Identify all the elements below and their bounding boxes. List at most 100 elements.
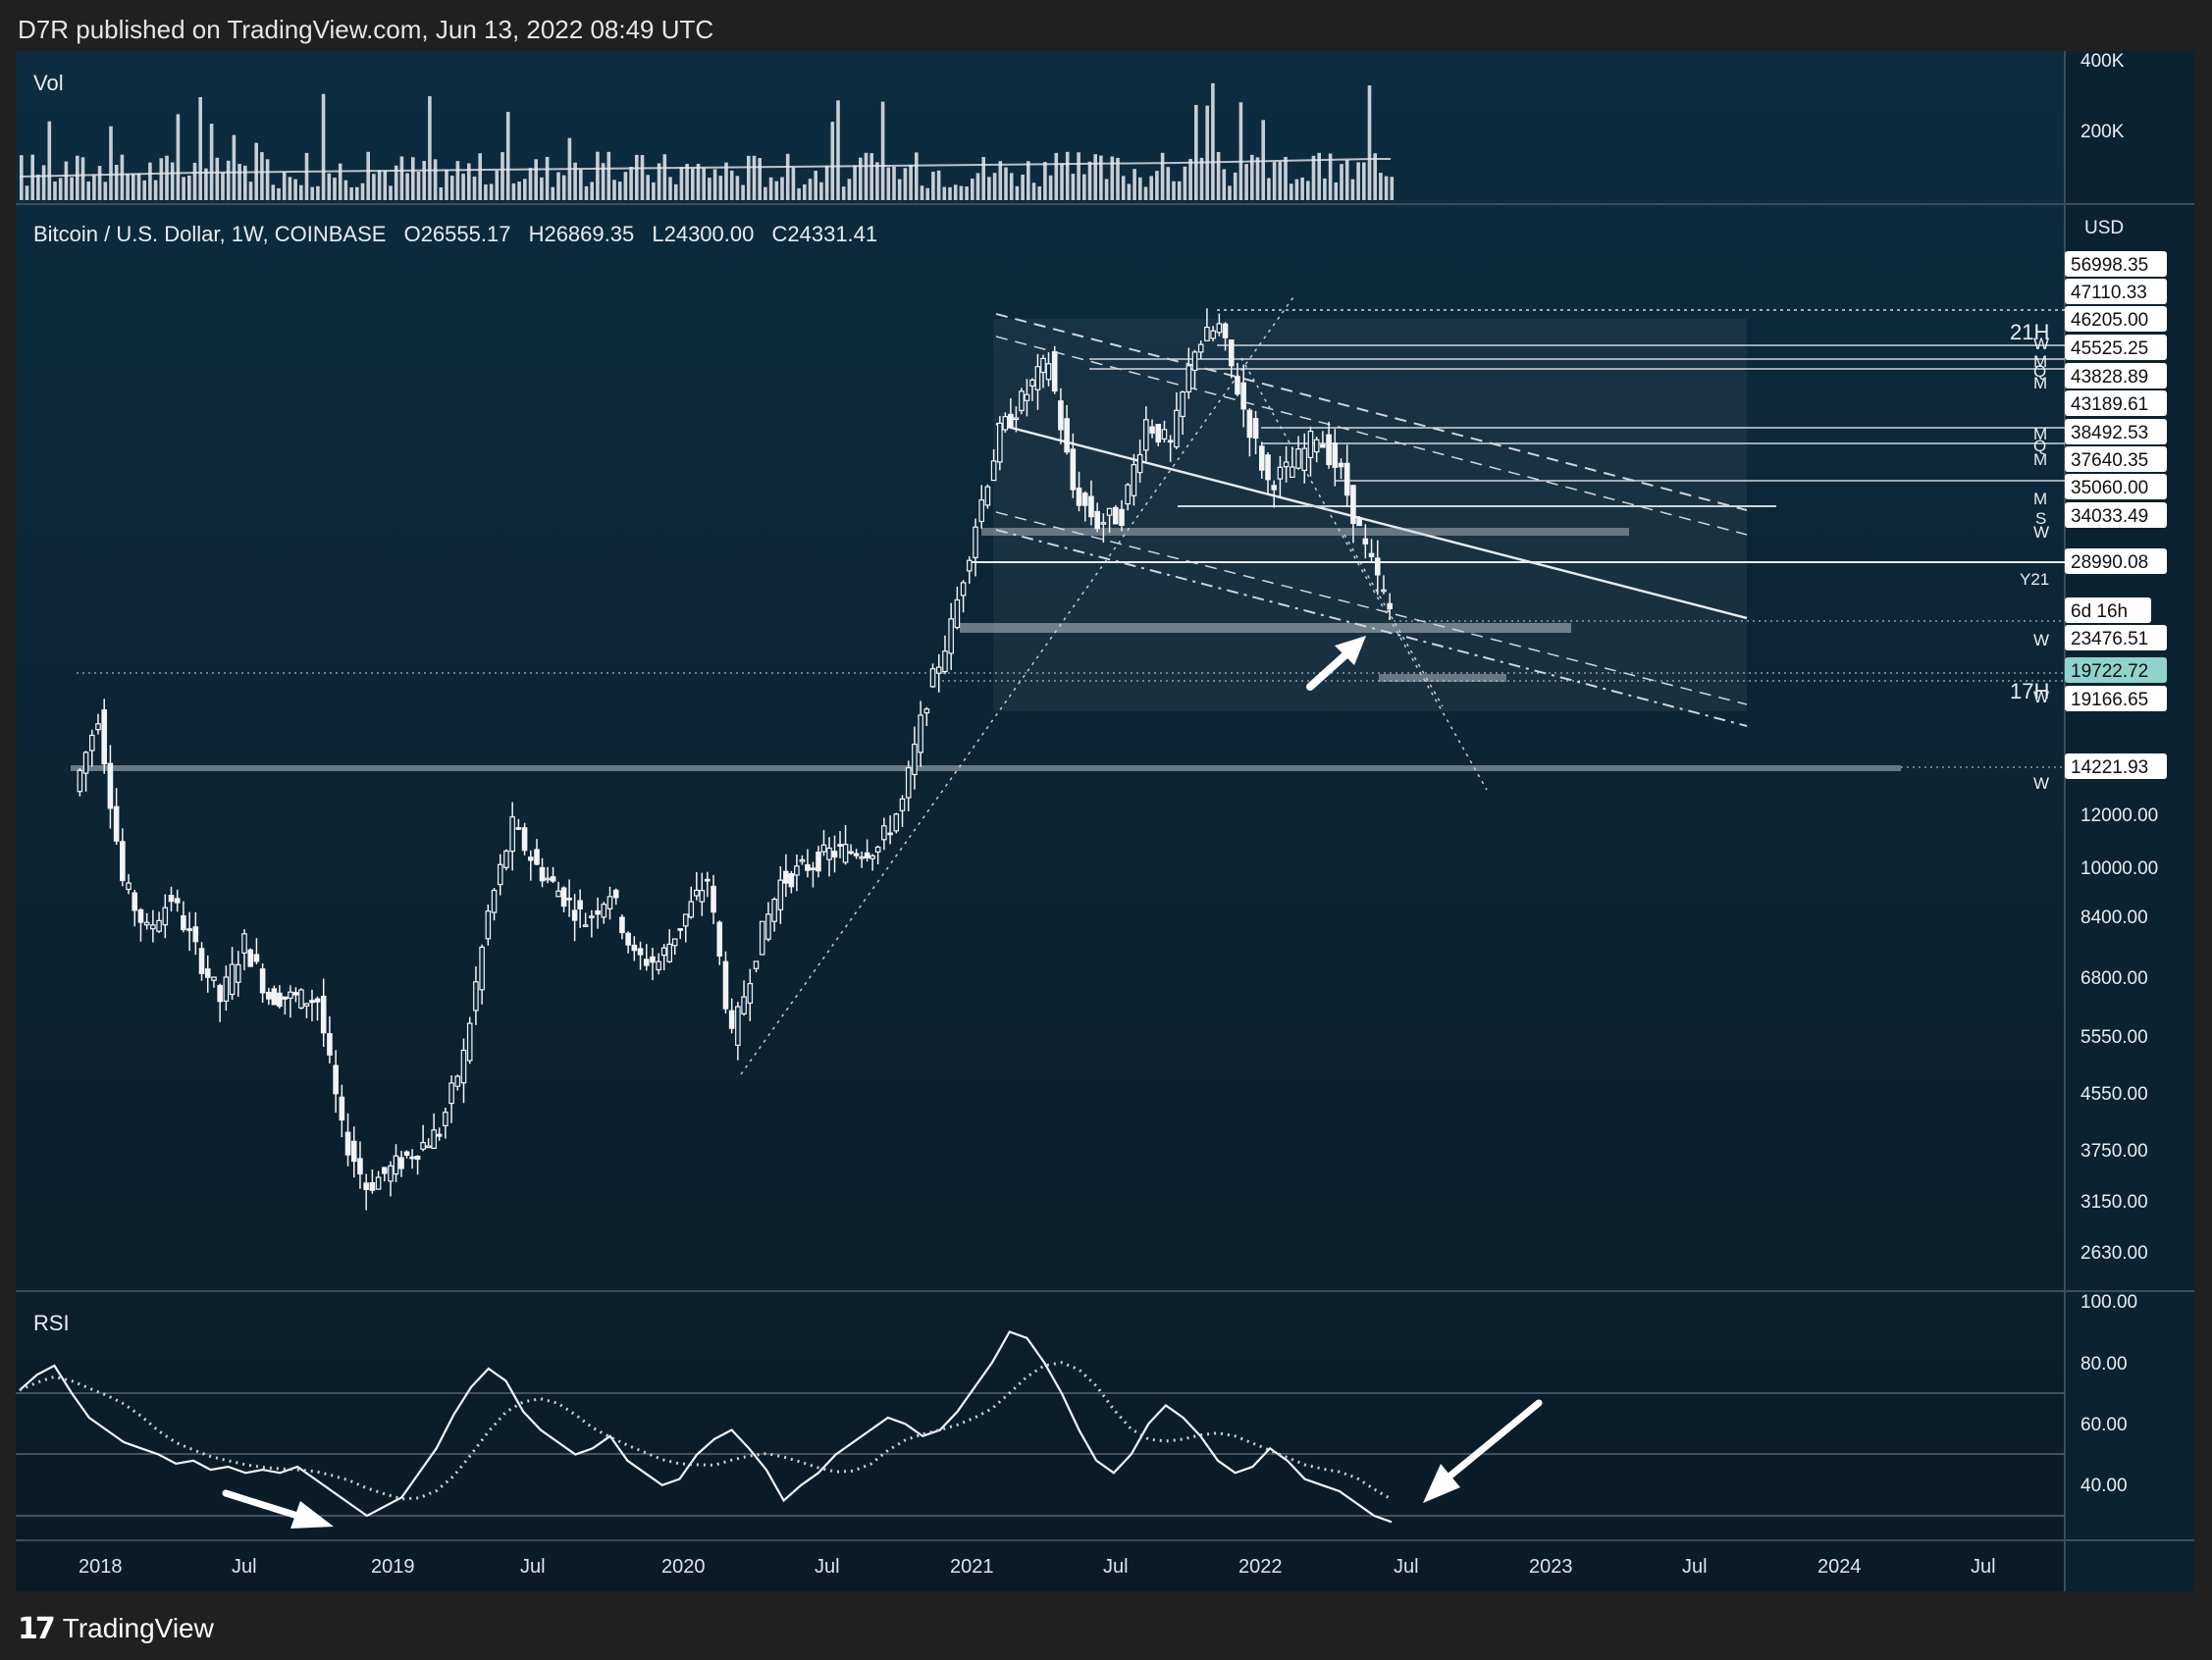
volume-bar <box>1300 177 1304 200</box>
candle-body <box>229 963 236 996</box>
candle-body <box>1070 448 1077 491</box>
price-axis-tick: 12000.00 <box>2080 805 2158 826</box>
candle-body <box>545 877 551 881</box>
channel-mid-2[interactable] <box>995 511 1748 705</box>
candle-body <box>420 1142 426 1150</box>
rsi-label: RSI <box>33 1311 70 1335</box>
candle-body <box>1106 507 1113 516</box>
candle-body <box>320 995 327 1034</box>
volume-bar <box>383 170 388 200</box>
volume-bar <box>1054 152 1059 200</box>
candle-body <box>859 856 865 859</box>
candle-body <box>831 851 838 858</box>
candle-body <box>271 988 278 1006</box>
volume-bar <box>1267 178 1271 200</box>
volume-bar <box>1228 185 1232 200</box>
candle-body <box>625 932 631 946</box>
candle-body <box>1058 400 1064 431</box>
candle-body <box>1204 326 1210 341</box>
candle-body <box>929 668 936 688</box>
candle-body <box>1019 390 1025 412</box>
volume-bar <box>304 152 309 200</box>
volume-bar <box>1317 152 1321 200</box>
candle-body <box>1119 508 1125 526</box>
candle-body <box>1350 485 1356 525</box>
volume-bar <box>489 183 494 200</box>
volume-bar <box>1099 155 1103 200</box>
sr-zone-19k[interactable] <box>1379 674 1506 682</box>
candle-body <box>369 1182 376 1191</box>
volume-bar <box>712 169 717 200</box>
candle-body <box>381 1167 388 1174</box>
regression-midline[interactable] <box>995 422 1748 620</box>
time-tick: 2024 <box>1817 1556 1862 1578</box>
sr-zone-23k[interactable] <box>960 623 1571 633</box>
candle-body <box>887 832 893 836</box>
candle-body <box>539 866 546 882</box>
candle-body <box>1008 413 1014 428</box>
volume-bar <box>551 186 555 200</box>
candle-body <box>759 920 765 956</box>
volume-bar <box>1367 85 1372 200</box>
trend-support-dotted[interactable] <box>740 293 1296 1075</box>
volume-bar <box>405 173 409 200</box>
volume-bar <box>691 168 695 200</box>
volume-bar <box>511 182 516 200</box>
candle-body <box>1191 351 1198 372</box>
volume-bar <box>41 165 46 200</box>
candle-body <box>357 1158 363 1175</box>
volume-bar <box>875 162 879 200</box>
volume-bar <box>1149 176 1153 200</box>
candle-body <box>1100 522 1107 525</box>
volume-bar <box>271 184 276 200</box>
price-tag-box <box>2065 279 2167 304</box>
tradingview-footer[interactable]: 17 TradingView <box>18 1609 214 1648</box>
candle-body <box>788 873 795 888</box>
price-tag-label: 37640.35 <box>2071 450 2148 471</box>
volume-bar <box>708 178 711 200</box>
volume-bar <box>293 179 297 200</box>
volume-bar <box>198 96 202 200</box>
price-axis-tick: 2630.00 <box>2080 1243 2148 1264</box>
candle-body <box>259 968 266 994</box>
drawing-tools[interactable] <box>71 293 2065 1075</box>
marker-q: Q <box>2033 437 2046 455</box>
currency-label: USD <box>2084 218 2124 238</box>
volume-bar <box>635 154 639 200</box>
sr-zone-34k[interactable] <box>981 528 1629 536</box>
candle-body <box>990 460 997 482</box>
volume-bar <box>360 182 365 200</box>
volume-bar <box>333 178 337 200</box>
volume-bar <box>338 163 342 200</box>
volume-bar <box>797 187 801 200</box>
volume-bar <box>1048 175 1053 200</box>
volume-bar <box>428 96 432 200</box>
candle-body <box>339 1096 345 1121</box>
volume-bar <box>606 151 611 200</box>
candle-body <box>688 901 695 918</box>
volume-bar <box>948 186 952 200</box>
candle-body <box>431 1129 437 1150</box>
candle-body <box>550 876 556 882</box>
volume-bar <box>349 186 353 200</box>
candle-body <box>1094 510 1100 530</box>
volume-bar <box>915 152 919 200</box>
candle-body <box>816 852 821 872</box>
candle-body <box>650 956 656 963</box>
volume-bar <box>652 182 656 200</box>
channel-lower[interactable] <box>995 529 1748 727</box>
candle-body <box>1197 343 1204 353</box>
volume-bar <box>1323 178 1327 200</box>
channel-upper[interactable] <box>995 313 1748 511</box>
rsi-arrow-left <box>222 1489 334 1529</box>
candle-body <box>403 1151 410 1156</box>
candle-body <box>448 1082 454 1105</box>
volume-bar <box>372 174 376 200</box>
volume-bar <box>596 151 600 200</box>
candle-body <box>948 618 954 654</box>
candle-body <box>794 865 800 876</box>
trend-breakdown-dotted-2[interactable] <box>1343 534 1444 707</box>
sr-zone-14k[interactable] <box>71 765 1901 771</box>
volume-bar <box>422 160 426 200</box>
